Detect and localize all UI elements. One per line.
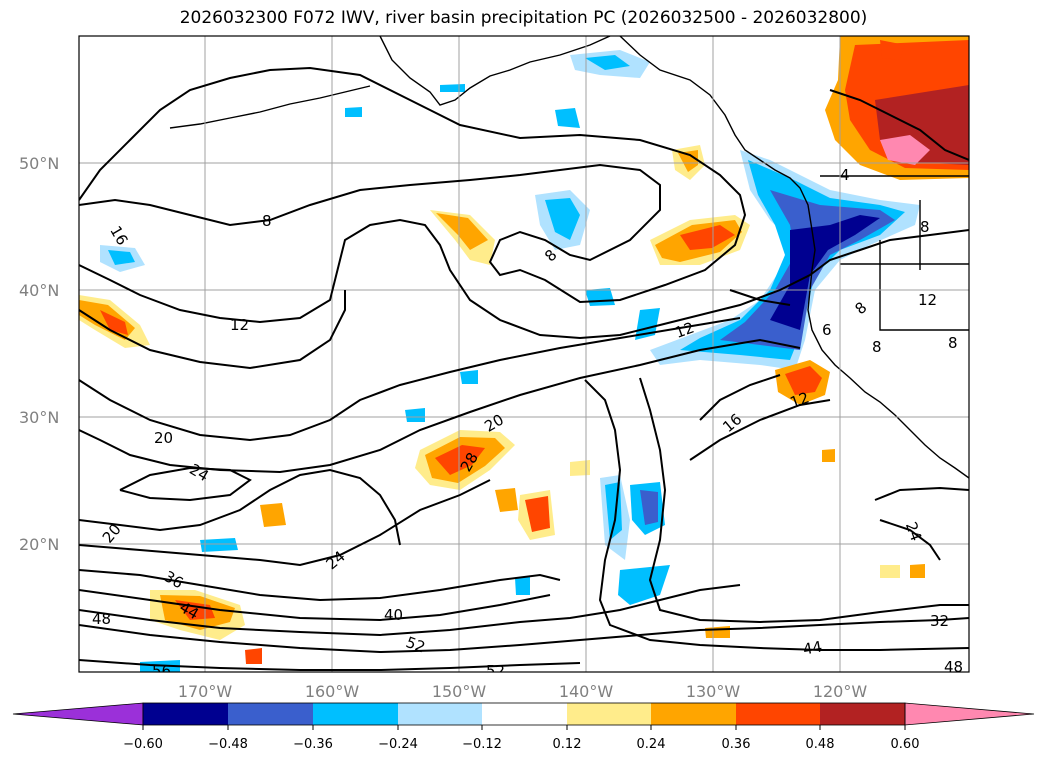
contour-8-north <box>79 66 747 304</box>
colorbar-tick-label: −0.12 <box>462 737 502 752</box>
latitude-labels: 50°N 40°N 30°N 20°N <box>19 154 59 554</box>
contour-12 <box>79 218 969 340</box>
contour-label: 20 <box>154 429 173 447</box>
colorbar-tick-label: −0.24 <box>378 737 418 752</box>
colorbar-segment <box>482 703 567 725</box>
colorbar-segment <box>313 703 398 725</box>
contour-label: 44 <box>802 638 824 659</box>
graticule <box>79 36 969 672</box>
colorbar-tick-label: 0.36 <box>722 737 751 752</box>
colorbar: −0.60 −0.48 −0.36 −0.24 −0.12 0.12 0.24 … <box>12 702 1035 752</box>
colorbar-segment <box>567 703 651 725</box>
colorbar-segment <box>398 703 482 725</box>
colorbar-segment <box>651 703 736 725</box>
contour-label: 32 <box>930 612 949 630</box>
lon-label-150w: 150°W <box>432 682 487 701</box>
contour-label: 12 <box>230 316 249 334</box>
colorbar-segment <box>736 703 820 725</box>
colorbar-tick-label: −0.36 <box>293 737 333 752</box>
contour-label: 8 <box>948 334 958 352</box>
lon-label-140w: 140°W <box>559 682 614 701</box>
contour-label: 8 <box>262 212 272 230</box>
lat-label-20n: 20°N <box>19 535 59 554</box>
contour-label: 8 <box>920 218 930 236</box>
colorbar-tick-label: 0.12 <box>553 737 582 752</box>
contour-20-band <box>79 317 741 442</box>
lat-label-50n: 50°N <box>19 154 59 173</box>
map-title: 2026032300 F072 IWV, river basin precipi… <box>179 8 868 28</box>
lon-label-130w: 130°W <box>686 682 741 701</box>
colorbar-tick-label: 0.48 <box>806 737 835 752</box>
contour-label: 52 <box>486 662 505 680</box>
contour-44 <box>79 584 741 637</box>
longitude-labels: 170°W 160°W 150°W 140°W 130°W 120°W <box>178 682 868 701</box>
contour-label: 52 <box>404 633 428 656</box>
contour-label: 12 <box>673 318 697 341</box>
contour-52 <box>79 659 581 671</box>
colorbar-tick-label: 0.60 <box>891 737 920 752</box>
contour-16-east <box>699 374 781 421</box>
colorbar-extend-right <box>904 702 1035 726</box>
contour-label: 8 <box>872 338 882 356</box>
contour-36 <box>79 569 561 602</box>
contour-label: 56 <box>152 662 171 680</box>
map-plot-area: 16 8 8 12 12 20 24 20 28 16 12 6 8 8 12 … <box>79 36 969 680</box>
lat-label-30n: 30°N <box>19 408 59 427</box>
colorbar-segment <box>228 703 313 725</box>
lon-label-120w: 120°W <box>813 682 868 701</box>
contour-label: 40 <box>384 606 403 624</box>
colorbar-tick-label: −0.48 <box>208 737 248 752</box>
map-frame <box>78 35 970 673</box>
contour-label: 6 <box>822 321 832 339</box>
lon-label-170w: 170°W <box>178 682 233 701</box>
contour-label: 48 <box>92 610 111 628</box>
colorbar-segment <box>820 703 905 725</box>
contour-label: 24 <box>902 519 925 543</box>
contour-label: 12 <box>788 388 812 411</box>
contour-16 <box>79 290 346 370</box>
colorbar-segment <box>143 703 228 725</box>
iwv-contours <box>79 66 969 671</box>
contour-label: 12 <box>918 291 937 309</box>
precip-shading <box>79 36 969 672</box>
colorbar-tick-label: −0.60 <box>123 737 163 752</box>
lat-label-40n: 40°N <box>19 281 59 300</box>
contour-label: 4 <box>840 166 850 184</box>
lon-label-160w: 160°W <box>305 682 360 701</box>
colorbar-extend-left <box>12 702 144 726</box>
contour-48 <box>79 617 969 654</box>
colorbar-tick-label: 0.24 <box>637 737 666 752</box>
contour-label: 48 <box>944 658 963 676</box>
